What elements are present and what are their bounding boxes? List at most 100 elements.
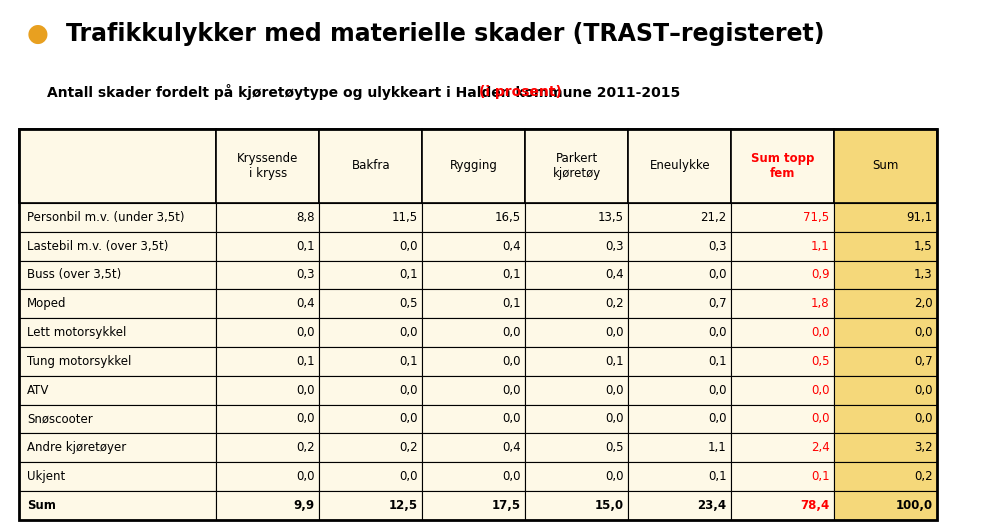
Bar xyxy=(731,232,834,260)
Bar xyxy=(19,203,216,232)
Bar xyxy=(19,433,216,462)
Bar xyxy=(19,289,216,318)
Bar xyxy=(628,203,731,232)
Text: 0,0: 0,0 xyxy=(811,326,829,339)
Text: Lastebil m.v. (over 3,5t): Lastebil m.v. (over 3,5t) xyxy=(27,239,168,253)
Text: Tung motorsykkel: Tung motorsykkel xyxy=(27,355,131,368)
Bar xyxy=(319,289,422,318)
Text: 91,1: 91,1 xyxy=(907,211,933,224)
Text: 8,8: 8,8 xyxy=(296,211,314,224)
Text: Trafikkulykker med materielle skader (TRAST–registeret): Trafikkulykker med materielle skader (TR… xyxy=(66,22,825,46)
Text: 0,5: 0,5 xyxy=(399,297,417,310)
Text: 0,2: 0,2 xyxy=(914,470,933,483)
Text: Eneulykke: Eneulykke xyxy=(649,159,711,172)
Text: 21,2: 21,2 xyxy=(701,211,726,224)
Bar xyxy=(731,491,834,520)
Bar xyxy=(834,318,937,347)
Text: Sum topp
fem: Sum topp fem xyxy=(751,152,815,180)
Text: Rygging: Rygging xyxy=(450,159,497,172)
Text: 0,0: 0,0 xyxy=(914,326,933,339)
Bar xyxy=(731,376,834,405)
Text: 0,9: 0,9 xyxy=(811,268,829,281)
Bar xyxy=(834,433,937,462)
Text: 11,5: 11,5 xyxy=(391,211,417,224)
Bar xyxy=(319,203,422,232)
Text: 1,8: 1,8 xyxy=(811,297,829,310)
Bar xyxy=(525,129,628,203)
Bar xyxy=(731,347,834,376)
Text: Bakfra: Bakfra xyxy=(352,159,390,172)
Bar xyxy=(319,433,422,462)
Bar xyxy=(319,462,422,491)
Text: Kryssende
i kryss: Kryssende i kryss xyxy=(237,152,298,180)
Text: 0,0: 0,0 xyxy=(502,355,520,368)
Text: 0,1: 0,1 xyxy=(708,355,726,368)
Bar xyxy=(731,433,834,462)
Text: Moped: Moped xyxy=(27,297,66,310)
Bar xyxy=(628,318,731,347)
Text: Lett motorsykkel: Lett motorsykkel xyxy=(27,326,126,339)
Bar xyxy=(628,376,731,405)
Text: 0,0: 0,0 xyxy=(811,413,829,425)
Text: 0,1: 0,1 xyxy=(708,470,726,483)
Text: Sum: Sum xyxy=(27,499,55,512)
Bar xyxy=(319,376,422,405)
Text: 13,5: 13,5 xyxy=(598,211,623,224)
Text: 100,0: 100,0 xyxy=(896,499,933,512)
Bar xyxy=(19,491,216,520)
Bar xyxy=(834,347,937,376)
Bar xyxy=(834,129,937,203)
Text: 9,9: 9,9 xyxy=(293,499,314,512)
Text: 12,5: 12,5 xyxy=(388,499,417,512)
Text: 0,4: 0,4 xyxy=(502,441,520,454)
Bar xyxy=(216,232,319,260)
Text: 0,0: 0,0 xyxy=(399,384,417,397)
Bar xyxy=(216,129,319,203)
Text: 23,4: 23,4 xyxy=(698,499,726,512)
Text: Andre kjøretøyer: Andre kjøretøyer xyxy=(27,441,126,454)
Text: Ukjent: Ukjent xyxy=(27,470,65,483)
Text: 0,0: 0,0 xyxy=(502,470,520,483)
Bar xyxy=(319,491,422,520)
Text: 0,0: 0,0 xyxy=(399,326,417,339)
Bar xyxy=(525,347,628,376)
Bar xyxy=(422,347,525,376)
Text: 0,0: 0,0 xyxy=(502,413,520,425)
Bar xyxy=(628,289,731,318)
Bar xyxy=(834,260,937,289)
Bar xyxy=(731,129,834,203)
Text: 0,0: 0,0 xyxy=(296,384,314,397)
Bar xyxy=(422,491,525,520)
Text: 0,7: 0,7 xyxy=(914,355,933,368)
Text: 0,4: 0,4 xyxy=(605,268,623,281)
Bar xyxy=(628,129,731,203)
Text: 0,0: 0,0 xyxy=(296,326,314,339)
Bar xyxy=(525,491,628,520)
Bar xyxy=(216,347,319,376)
Bar xyxy=(525,203,628,232)
Bar xyxy=(19,318,216,347)
Text: ●: ● xyxy=(27,22,49,46)
Bar xyxy=(19,129,216,203)
Bar xyxy=(216,289,319,318)
Text: 0,0: 0,0 xyxy=(606,470,623,483)
Text: 0,3: 0,3 xyxy=(709,239,726,253)
Text: 1,5: 1,5 xyxy=(914,239,933,253)
Bar xyxy=(319,405,422,433)
Bar xyxy=(731,289,834,318)
Text: 0,0: 0,0 xyxy=(709,326,726,339)
Text: 0,0: 0,0 xyxy=(606,413,623,425)
Bar xyxy=(216,260,319,289)
Text: 0,1: 0,1 xyxy=(605,355,623,368)
Text: 71,5: 71,5 xyxy=(804,211,829,224)
Text: 0,4: 0,4 xyxy=(502,239,520,253)
Bar xyxy=(216,203,319,232)
Text: Antall skader fordelt på kjøretøytype og ulykkeart i Halden kommune 2011-2015: Antall skader fordelt på kjøretøytype og… xyxy=(48,84,686,100)
Text: Sum: Sum xyxy=(873,159,899,172)
Bar xyxy=(216,491,319,520)
Text: 0,1: 0,1 xyxy=(399,355,417,368)
Bar xyxy=(216,433,319,462)
Bar xyxy=(525,260,628,289)
Text: 2,0: 2,0 xyxy=(914,297,933,310)
Text: 0,1: 0,1 xyxy=(399,268,417,281)
